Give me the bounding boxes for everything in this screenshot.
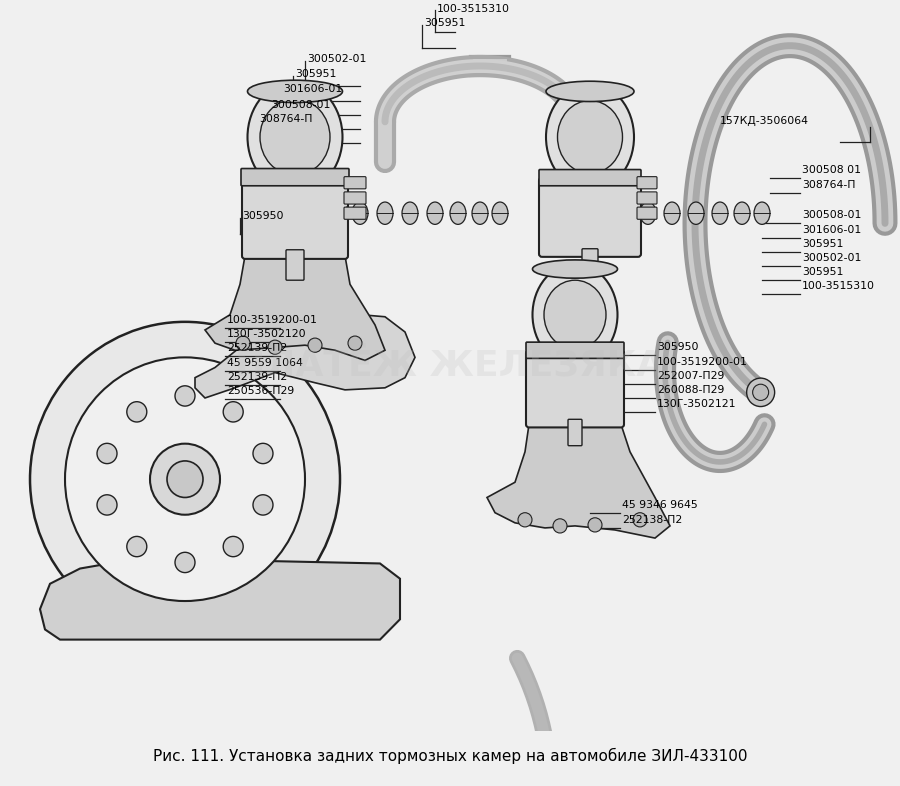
Ellipse shape (377, 202, 393, 224)
Polygon shape (195, 312, 415, 398)
FancyBboxPatch shape (526, 342, 624, 358)
Ellipse shape (248, 81, 343, 193)
Text: 305951: 305951 (802, 239, 843, 248)
Ellipse shape (734, 202, 750, 224)
FancyBboxPatch shape (344, 192, 366, 204)
Ellipse shape (402, 202, 418, 224)
Text: 252007-П29: 252007-П29 (657, 371, 724, 380)
Ellipse shape (533, 264, 617, 365)
Text: 100-3519200-01: 100-3519200-01 (227, 315, 318, 325)
FancyBboxPatch shape (582, 248, 598, 277)
Circle shape (97, 494, 117, 515)
Ellipse shape (557, 101, 623, 174)
Text: 100-3519200-01: 100-3519200-01 (657, 357, 748, 366)
Text: 300502-01: 300502-01 (802, 253, 861, 263)
Text: 300508 01: 300508 01 (802, 164, 861, 174)
Text: 301606-01: 301606-01 (802, 225, 861, 234)
FancyBboxPatch shape (242, 177, 348, 259)
Text: ПЛАТЁЖ ЖЕЛЕЗЯКА: ПЛАТЁЖ ЖЕЛЕЗЯКА (236, 348, 664, 383)
Text: 130Г-3502120: 130Г-3502120 (227, 329, 307, 339)
Circle shape (97, 443, 117, 464)
Ellipse shape (664, 202, 680, 224)
Text: 157КД-3506064: 157КД-3506064 (720, 116, 809, 126)
Ellipse shape (472, 202, 488, 224)
Text: 300508-01: 300508-01 (802, 211, 861, 220)
Ellipse shape (533, 260, 617, 278)
Ellipse shape (260, 99, 330, 175)
FancyBboxPatch shape (637, 177, 657, 189)
Circle shape (175, 553, 195, 572)
Polygon shape (487, 424, 670, 538)
Text: 308764-П: 308764-П (259, 114, 312, 124)
Text: 45 9559 1064: 45 9559 1064 (227, 358, 303, 368)
FancyBboxPatch shape (637, 192, 657, 204)
Circle shape (518, 512, 532, 527)
FancyBboxPatch shape (637, 207, 657, 219)
Ellipse shape (427, 202, 443, 224)
Circle shape (127, 536, 147, 556)
Ellipse shape (546, 84, 634, 190)
Polygon shape (205, 255, 385, 361)
Text: 252138-П2: 252138-П2 (622, 515, 682, 525)
Ellipse shape (248, 80, 343, 102)
Ellipse shape (450, 202, 466, 224)
Text: 250536-П29: 250536-П29 (227, 386, 294, 396)
Text: 100-3515310: 100-3515310 (437, 4, 510, 14)
Circle shape (175, 386, 195, 406)
Circle shape (167, 461, 203, 498)
Circle shape (553, 519, 567, 533)
Circle shape (253, 443, 273, 464)
Text: 252139-П2: 252139-П2 (227, 372, 287, 382)
Text: 300502-01: 300502-01 (307, 54, 366, 64)
Text: 252139-П2: 252139-П2 (227, 343, 287, 354)
Circle shape (223, 536, 243, 556)
Text: 301606-01: 301606-01 (283, 84, 342, 94)
Text: 305951: 305951 (802, 267, 843, 277)
Text: 308764-П: 308764-П (802, 180, 856, 190)
FancyBboxPatch shape (539, 170, 641, 185)
Circle shape (236, 336, 250, 351)
Ellipse shape (546, 81, 634, 101)
Circle shape (348, 336, 362, 351)
Ellipse shape (754, 202, 770, 224)
Text: 300508-01: 300508-01 (271, 100, 330, 109)
Circle shape (268, 340, 282, 354)
Circle shape (308, 338, 322, 352)
Ellipse shape (688, 202, 704, 224)
FancyBboxPatch shape (539, 178, 641, 257)
Circle shape (588, 518, 602, 532)
FancyBboxPatch shape (526, 351, 624, 428)
Text: 130Г-3502121: 130Г-3502121 (657, 399, 736, 410)
FancyBboxPatch shape (344, 177, 366, 189)
FancyBboxPatch shape (286, 250, 304, 280)
Text: 260088-П29: 260088-П29 (657, 385, 724, 395)
Circle shape (65, 358, 305, 601)
Text: 45 9346 9645: 45 9346 9645 (622, 500, 698, 509)
Circle shape (30, 321, 340, 637)
Ellipse shape (352, 202, 368, 224)
Circle shape (127, 402, 147, 422)
FancyBboxPatch shape (568, 419, 582, 446)
Text: 305951: 305951 (424, 18, 465, 28)
Ellipse shape (492, 202, 508, 224)
Circle shape (633, 512, 647, 527)
Text: Рис. 111. Установка задних тормозных камер на автомобиле ЗИЛ-433100: Рис. 111. Установка задних тормозных кам… (153, 747, 747, 764)
Text: 305950: 305950 (242, 211, 284, 222)
Polygon shape (40, 553, 400, 640)
FancyBboxPatch shape (344, 207, 366, 219)
Circle shape (747, 378, 775, 406)
Circle shape (223, 402, 243, 422)
FancyBboxPatch shape (241, 168, 349, 185)
Text: 305951: 305951 (295, 69, 337, 79)
Ellipse shape (640, 202, 656, 224)
Text: 305950: 305950 (657, 342, 698, 352)
Circle shape (253, 494, 273, 515)
Circle shape (150, 443, 220, 515)
Ellipse shape (544, 280, 606, 349)
Ellipse shape (712, 202, 728, 224)
Circle shape (752, 384, 769, 400)
Text: 100-3515310: 100-3515310 (802, 281, 875, 292)
